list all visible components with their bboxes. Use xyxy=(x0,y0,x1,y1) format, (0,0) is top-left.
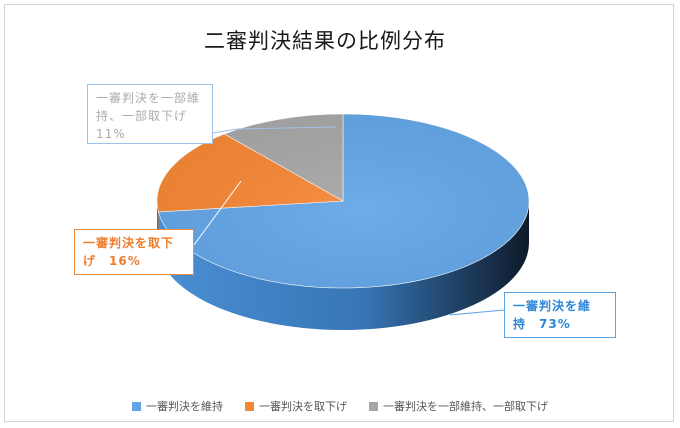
legend-label-partial: 一審判決を一部維持、一部取下げ xyxy=(383,400,548,413)
legend-label-maintain: 一審判決を維持 xyxy=(146,400,223,413)
legend-item-maintain[interactable]: 一審判決を維持 xyxy=(132,398,223,414)
data-label-withdraw-line2: げ 16% xyxy=(83,254,141,268)
pie-top-layer xyxy=(156,113,530,289)
data-label-maintain-line1: 一審判決を維 xyxy=(513,299,592,313)
legend-swatch-maintain xyxy=(132,401,141,411)
legend: 一審判決を維持 一審判決を取下げ 一審判決を一部維持、一部取下げ xyxy=(5,398,675,414)
legend-item-partial[interactable]: 一審判決を一部維持、一部取下げ xyxy=(369,398,548,414)
data-label-partial-line1: 一審判決を一部維 xyxy=(96,91,201,105)
legend-item-withdraw[interactable]: 一審判決を取下げ xyxy=(245,398,347,414)
data-label-partial-line3: 11% xyxy=(96,127,126,141)
leader-maintain xyxy=(449,309,505,316)
data-label-withdraw: 一審判決を取下 げ 16% xyxy=(74,229,194,275)
chart-frame: 二審判決結果の比例分布 一審判決を維 持 73% 一審判決を取下 げ 16% 一… xyxy=(4,4,674,422)
data-label-maintain-line2: 持 73% xyxy=(513,317,571,331)
legend-swatch-withdraw xyxy=(245,401,254,411)
pie-top-shading xyxy=(157,114,529,288)
data-label-maintain: 一審判決を維 持 73% xyxy=(504,292,616,338)
data-label-withdraw-line1: 一審判決を取下 xyxy=(83,236,175,250)
data-label-partial: 一審判決を一部維 持、一部取下げ 11% xyxy=(87,84,213,144)
pie-side-maintain xyxy=(158,201,529,331)
data-label-partial-line2: 持、一部取下げ xyxy=(96,109,188,123)
legend-label-withdraw: 一審判決を取下げ xyxy=(259,400,347,413)
leader-withdraw xyxy=(193,180,242,246)
leader-partial xyxy=(212,126,336,134)
chart-title: 二審判決結果の比例分布 xyxy=(204,29,446,53)
pie-chart xyxy=(156,113,530,331)
legend-swatch-partial xyxy=(369,401,378,411)
